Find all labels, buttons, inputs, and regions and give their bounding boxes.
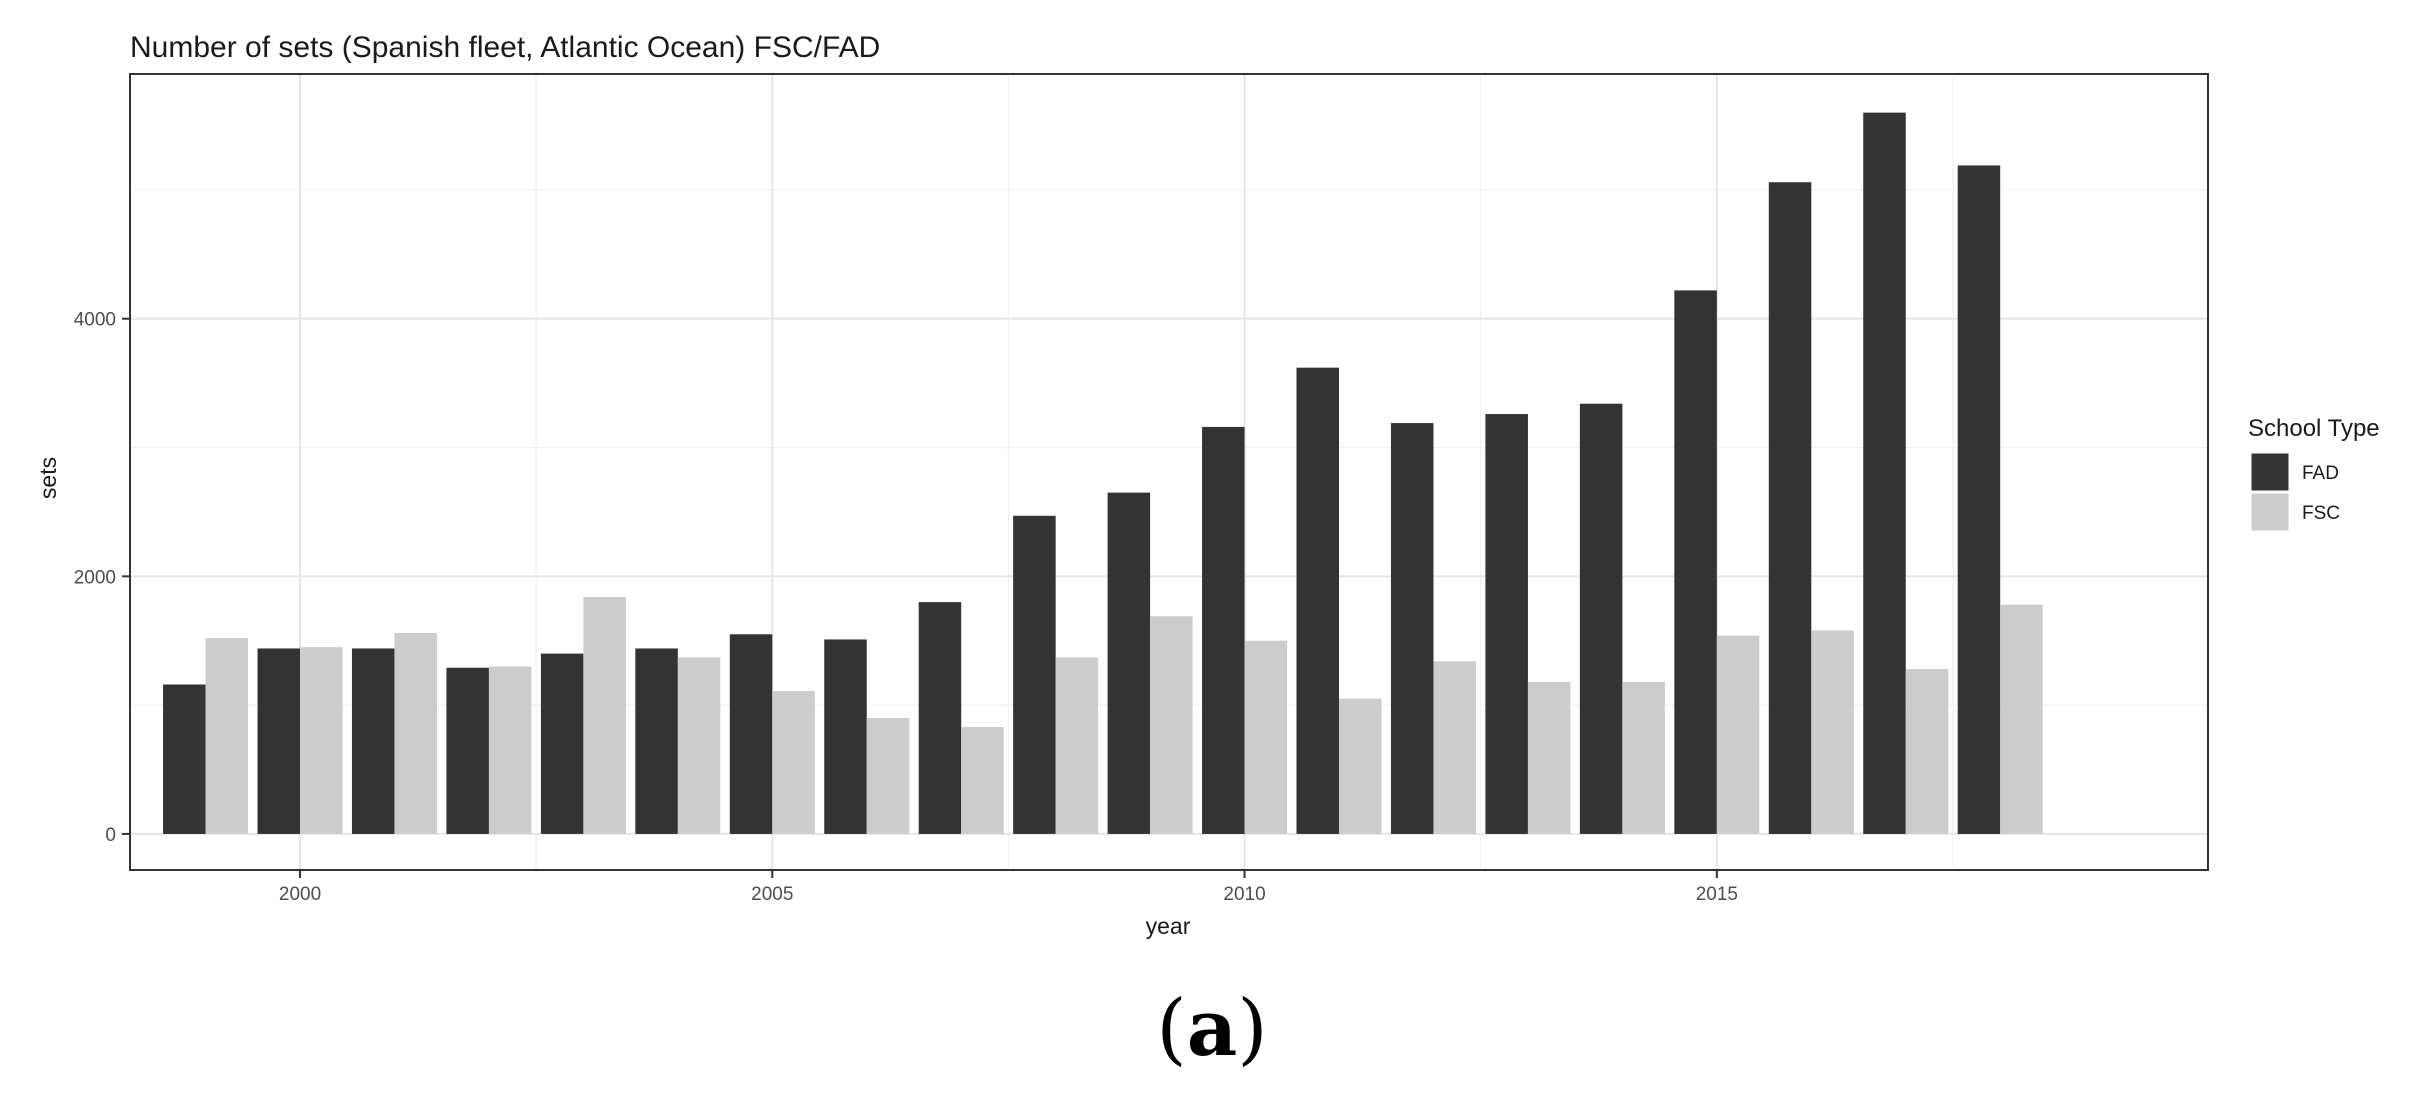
- chart-title: Number of sets (Spanish fleet, Atlantic …: [130, 31, 880, 64]
- bar-fsc-2016: [1811, 630, 1854, 834]
- y-tick-label: 2000: [74, 567, 116, 588]
- bar-fad-1999: [163, 684, 206, 834]
- bar-fsc-2018: [2000, 604, 2043, 834]
- caption-close-paren: ): [1237, 984, 1268, 1074]
- panel-caption: (a): [0, 990, 2424, 1069]
- bar-fsc-2010: [1244, 640, 1288, 834]
- bar-fad-2002: [446, 667, 489, 834]
- bar-fsc-2000: [300, 647, 343, 834]
- bar-fad-2015: [1674, 290, 1717, 834]
- bar-fsc-2006: [866, 718, 910, 834]
- x-tick-label: 2005: [751, 884, 793, 905]
- legend-key-fsc: [2248, 490, 2292, 534]
- bar-fad-2018: [1957, 165, 2001, 834]
- bar-fad-2012: [1390, 423, 1434, 834]
- bar-fad-2010: [1202, 426, 1245, 834]
- bar-fsc-2005: [772, 690, 815, 834]
- bar-fsc-2003: [583, 596, 626, 834]
- bar-fad-2006: [824, 639, 867, 834]
- bar-fsc-2007: [961, 727, 1004, 834]
- bar-fad-2008: [1013, 515, 1056, 834]
- x-axis-title: year: [1146, 913, 1191, 939]
- y-tick-label: 4000: [74, 310, 116, 331]
- bar-fsc-2011: [1339, 698, 1382, 834]
- bar-fsc-2002: [488, 666, 532, 834]
- bar-fad-2007: [918, 602, 962, 834]
- bar-fsc-2013: [1527, 681, 1571, 834]
- bar-fad-2005: [729, 634, 773, 834]
- bar-fsc-2017: [1905, 669, 1949, 834]
- x-tick-label: 2010: [1223, 884, 1265, 905]
- bars: [163, 112, 2043, 834]
- bar-fsc-2004: [677, 657, 721, 834]
- bar-fsc-2009: [1150, 616, 1193, 834]
- legend-label-fsc: FSC: [2302, 503, 2340, 524]
- bar-fsc-2001: [394, 633, 437, 834]
- bar-fad-2001: [351, 648, 395, 834]
- legend-label-fad: FAD: [2302, 463, 2339, 484]
- plot-panel-border: [129, 73, 2209, 871]
- bar-fsc-2008: [1055, 657, 1099, 834]
- bar-fad-2013: [1485, 414, 1528, 834]
- y-tick-label: 0: [105, 825, 116, 846]
- bar-fad-2003: [540, 653, 584, 834]
- bar-fad-2017: [1863, 112, 1906, 834]
- x-tick-label: 2000: [279, 884, 321, 905]
- bar-fad-2009: [1107, 492, 1151, 834]
- bar-fsc-1999: [205, 638, 249, 834]
- legend: School Type FAD FSC: [2248, 415, 2380, 534]
- bar-fsc-2015: [1716, 635, 1760, 834]
- bar-fad-2004: [635, 648, 678, 834]
- caption-open-paren: (: [1156, 984, 1187, 1074]
- legend-key-fad: [2248, 450, 2292, 494]
- axes: 2000 2005 2010 2015 0 2000 4000: [74, 310, 1738, 905]
- y-axis-title: sets: [35, 457, 61, 499]
- legend-title: School Type: [2248, 415, 2380, 442]
- bar-fsc-2012: [1433, 661, 1476, 834]
- bar-fad-2000: [257, 648, 301, 834]
- bar-fad-2016: [1768, 182, 1812, 834]
- bar-fad-2014: [1579, 403, 1623, 834]
- x-tick-label: 2015: [1696, 884, 1738, 905]
- caption-letter: a: [1186, 983, 1238, 1074]
- bar-fad-2011: [1296, 367, 1340, 834]
- bar-fsc-2014: [1622, 681, 1665, 834]
